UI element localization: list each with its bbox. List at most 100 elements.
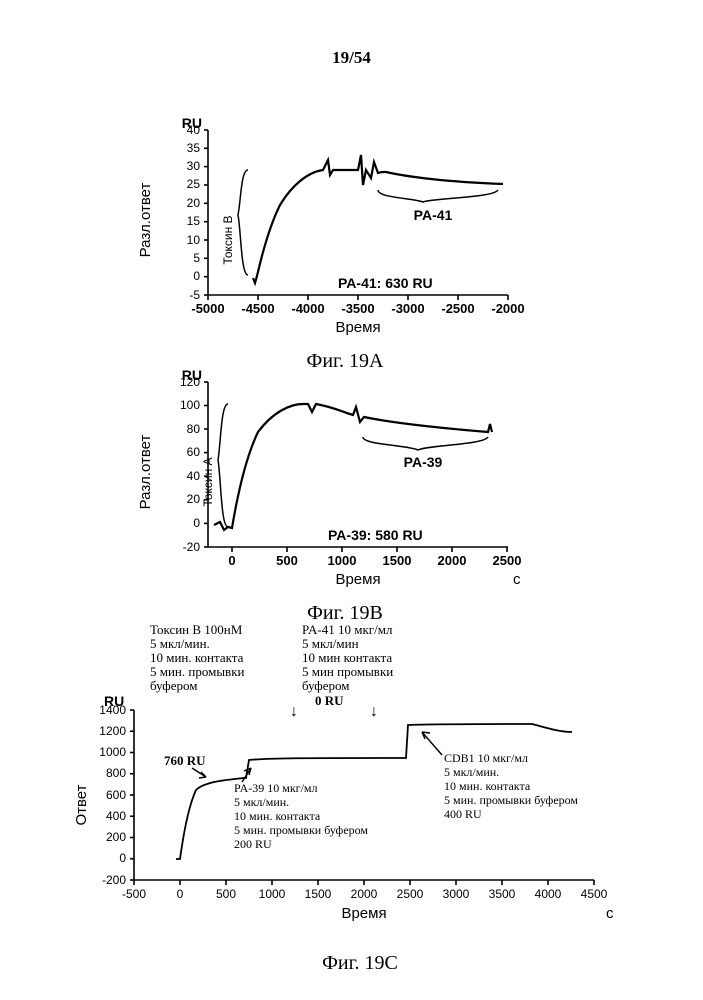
xticks-c: -500 0 500 1000 1500 2000 2500 3000 3500… <box>122 880 608 901</box>
s4-2: 10 мин. контакта <box>444 779 531 793</box>
xtc8: 3500 <box>489 887 516 901</box>
nm2: 10 мин контакта <box>302 650 392 665</box>
xtick-a-5: -2500 <box>441 301 474 316</box>
ytick-b-1: 0 <box>193 516 200 530</box>
ytc0: -200 <box>102 873 126 887</box>
xunit-b: с <box>513 571 521 588</box>
ytick-a-5: 20 <box>187 196 201 210</box>
nl4: буфером <box>150 678 197 693</box>
arrow-down-icon: ↓ <box>290 703 298 720</box>
s2-2: 10 мин. контакта <box>234 809 321 823</box>
ytick-b-3: 40 <box>187 469 201 483</box>
figure-19a: -5 0 5 10 15 20 25 30 35 40 -5000 -4500 … <box>130 118 560 373</box>
brace-left-b <box>218 404 228 527</box>
s4-3: 5 мин. промывки буфером <box>444 793 578 807</box>
notes-top-mid: PA-41 10 мкг/мл 5 мкл/мин 10 мин контакт… <box>302 622 393 693</box>
ytc2: 200 <box>106 830 126 844</box>
s2-3: 5 мин. промывки буфером <box>234 823 368 837</box>
xtick-a-4: -3000 <box>391 301 424 316</box>
nl2: 10 мин. контакта <box>150 650 244 665</box>
figure-19a-svg: -5 0 5 10 15 20 25 30 35 40 -5000 -4500 … <box>130 118 560 348</box>
ytick-b-0: -20 <box>183 540 201 554</box>
xunit-c: с <box>606 905 614 922</box>
xticks-b: 0 500 1000 1500 2000 2500 <box>228 547 521 568</box>
figure-19b: -20 0 20 40 60 80 100 120 0 500 1000 150… <box>130 370 560 625</box>
s4-4: 400 RU <box>444 807 482 821</box>
xtick-b-1: 500 <box>276 553 298 568</box>
label-760ru: 760 RU <box>164 753 206 768</box>
s4-0: CDB1 10 мкг/мл <box>444 751 528 765</box>
figure-19c: Токсин B 100нМ 5 мкл/мин. 10 мин. контак… <box>70 620 650 975</box>
ytc6: 1000 <box>99 745 126 759</box>
ytick-b-5: 80 <box>187 422 201 436</box>
ytc3: 400 <box>106 809 126 823</box>
nm0: PA-41 10 мкг/мл <box>302 622 393 637</box>
xtick-a-2: -4000 <box>291 301 324 316</box>
nl0: Токсин B 100нМ <box>150 622 243 637</box>
ytick-a-4: 15 <box>187 214 201 228</box>
nm4: буфером <box>302 678 349 693</box>
label-toxin-a: Токсин A <box>201 457 215 506</box>
xtc0: -500 <box>122 887 146 901</box>
xtc4: 1500 <box>305 887 332 901</box>
notes-top-left: Токсин B 100нМ 5 мкл/мин. 10 мин. контак… <box>150 622 245 693</box>
ylabel-c: Ответ <box>73 784 90 825</box>
ytick-a-7: 30 <box>187 159 201 173</box>
s2-1: 5 мкл/мин. <box>234 795 289 809</box>
yunit-b: RU <box>182 370 202 383</box>
ytc4: 600 <box>106 788 126 802</box>
ytick-a-2: 5 <box>193 251 200 265</box>
xtick-b-2: 1000 <box>328 553 357 568</box>
brace-right-b <box>363 437 488 450</box>
xtc2: 500 <box>216 887 236 901</box>
label-pa39: PA-39 <box>404 454 443 470</box>
xlabel-a: Время <box>335 319 380 336</box>
ytick-b-4: 60 <box>187 445 201 459</box>
xtc6: 2500 <box>397 887 424 901</box>
caption-19c: Фиг. 19C <box>70 952 650 975</box>
ytc5: 800 <box>106 766 126 780</box>
nl3: 5 мин. промывки <box>150 664 245 679</box>
ylabel-b: Разл.ответ <box>137 435 154 510</box>
note-pa41-ru: PA-41: 630 RU <box>338 275 433 291</box>
ytc1: 0 <box>119 851 126 865</box>
label-0ru: 0 RU <box>315 693 344 708</box>
yunit-a: RU <box>182 118 202 131</box>
s4-1: 5 мкл/мин. <box>444 765 499 779</box>
yticks-c: -200 0 200 400 600 800 1000 1200 1400 <box>99 703 134 887</box>
ytick-a-8: 35 <box>187 141 201 155</box>
xtc5: 2000 <box>351 887 378 901</box>
arrow-head-3-icon <box>422 732 430 739</box>
ylabel-a: Разл.ответ <box>137 183 154 258</box>
s2-4: 200 RU <box>234 837 272 851</box>
figure-19b-svg: -20 0 20 40 60 80 100 120 0 500 1000 150… <box>130 370 560 600</box>
xtick-a-0: -5000 <box>191 301 224 316</box>
page-number: 19/54 <box>0 48 703 68</box>
xtick-b-5: 2500 <box>493 553 522 568</box>
xtick-a-6: -2000 <box>491 301 524 316</box>
xticks-a: -5000 -4500 -4000 -3500 -3000 -2500 -200… <box>191 295 524 316</box>
xtick-b-4: 2000 <box>438 553 467 568</box>
trace-b <box>214 404 492 530</box>
xtc9: 4000 <box>535 887 562 901</box>
xtc10: 4500 <box>581 887 608 901</box>
note-pa39-ru: PA-39: 580 RU <box>328 527 423 543</box>
xtick-a-1: -4500 <box>241 301 274 316</box>
nm3: 5 мин промывки <box>302 664 393 679</box>
arrow-down-icon-2: ↓ <box>370 703 378 720</box>
xlabel-c: Время <box>341 905 386 922</box>
xlabel-b: Время <box>335 571 380 588</box>
label-pa41: PA-41 <box>414 207 453 223</box>
nl1: 5 мкл/мин. <box>150 636 210 651</box>
xtc1: 0 <box>177 887 184 901</box>
xtc3: 1000 <box>259 887 286 901</box>
xtick-a-3: -3500 <box>341 301 374 316</box>
page-root: 19/54 -5 0 5 10 15 20 25 30 35 <box>0 0 703 1000</box>
ytick-a-1: 0 <box>193 269 200 283</box>
figure-19c-svg: Токсин B 100нМ 5 мкл/мин. 10 мин. контак… <box>70 620 650 950</box>
xtc7: 3000 <box>443 887 470 901</box>
brace-left-a <box>238 170 248 275</box>
ytick-a-3: 10 <box>187 233 201 247</box>
trace-a <box>253 155 503 283</box>
xtick-b-0: 0 <box>228 553 235 568</box>
